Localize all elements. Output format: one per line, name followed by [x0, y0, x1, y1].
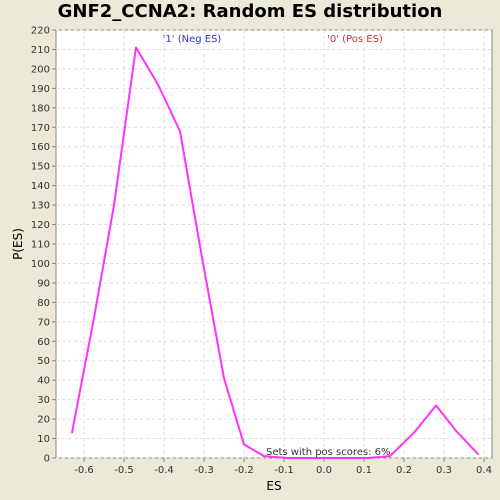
- y-tick-label: 40: [37, 376, 50, 387]
- data-point: [243, 443, 245, 446]
- legend: '1' (Neg ES) '0' (Pos ES): [163, 34, 383, 45]
- data-point: [263, 455, 265, 457]
- data-point: [307, 457, 309, 459]
- data-point: [389, 455, 391, 457]
- y-tick-label: 30: [37, 395, 50, 406]
- data-point: [477, 453, 479, 455]
- data-point: [93, 317, 95, 319]
- data-point: [179, 130, 181, 132]
- data-point: [349, 457, 351, 459]
- series-line-0: [71, 46, 479, 459]
- x-tick-label: -0.6: [74, 465, 94, 476]
- data-point: [113, 204, 115, 206]
- data-point: [435, 404, 437, 407]
- y-axis-label: P(ES): [11, 228, 25, 260]
- series-layer: [71, 46, 479, 459]
- y-tick-label: 190: [31, 84, 50, 95]
- y-tick-label: 80: [37, 298, 50, 309]
- legend-item-0: '1' (Neg ES): [163, 34, 222, 45]
- data-point: [157, 83, 159, 86]
- x-tick-label: 0.1: [356, 465, 372, 476]
- data-point: [331, 457, 333, 459]
- y-tick-label: 170: [31, 123, 50, 134]
- y-tick-label: 210: [31, 45, 50, 56]
- data-point: [287, 457, 289, 459]
- data-point: [413, 431, 415, 434]
- pos-score-annotation: Sets with pos scores: 6%: [266, 447, 391, 458]
- x-tick-label: -0.2: [234, 465, 254, 476]
- y-tick-label: 10: [37, 434, 50, 445]
- data-point: [135, 46, 137, 49]
- data-point: [201, 256, 203, 259]
- x-tick-label: -0.4: [154, 465, 174, 476]
- y-tick-label: 60: [37, 337, 50, 348]
- y-tick-label: 50: [37, 356, 50, 367]
- y-tick-label: 180: [31, 103, 50, 114]
- data-point: [455, 429, 457, 432]
- x-tick-label: 0.0: [316, 465, 332, 476]
- y-tick-label: 90: [37, 278, 50, 289]
- y-tick-label: 120: [31, 220, 50, 231]
- x-tick-label: -0.1: [274, 465, 294, 476]
- y-tick-label: 200: [31, 64, 50, 75]
- legend-item-1: '0' (Pos ES): [327, 34, 383, 45]
- x-tick-label: 0.3: [436, 465, 452, 476]
- data-point: [223, 377, 225, 380]
- data-point: [367, 457, 369, 459]
- y-tick-label: 100: [31, 259, 50, 270]
- chart-title: GNF2_CCNA2: Random ES distribution: [57, 1, 443, 22]
- grid: [56, 29, 492, 459]
- y-tick-label: 140: [31, 181, 50, 192]
- x-tick-label: 0.4: [476, 465, 492, 476]
- y-tick-label: 150: [31, 162, 50, 173]
- x-tick-label: 0.2: [396, 465, 412, 476]
- y-tick-label: 220: [31, 26, 50, 37]
- y-tick-label: 110: [31, 240, 50, 251]
- axes: 0 10 20 30 40 50 60 70 80 90 100 110 120 130 140 150 160…: [31, 26, 492, 477]
- y-tick-label: 20: [37, 415, 50, 426]
- y-tick-label: 0: [44, 454, 50, 465]
- data-point: [71, 431, 73, 434]
- y-tick-label: 130: [31, 201, 50, 212]
- x-tick-label: -0.5: [114, 465, 134, 476]
- x-axis-label: ES: [266, 479, 281, 493]
- x-tick-label: -0.3: [194, 465, 214, 476]
- y-tick-label: 70: [37, 317, 50, 328]
- y-tick-label: 160: [31, 142, 50, 153]
